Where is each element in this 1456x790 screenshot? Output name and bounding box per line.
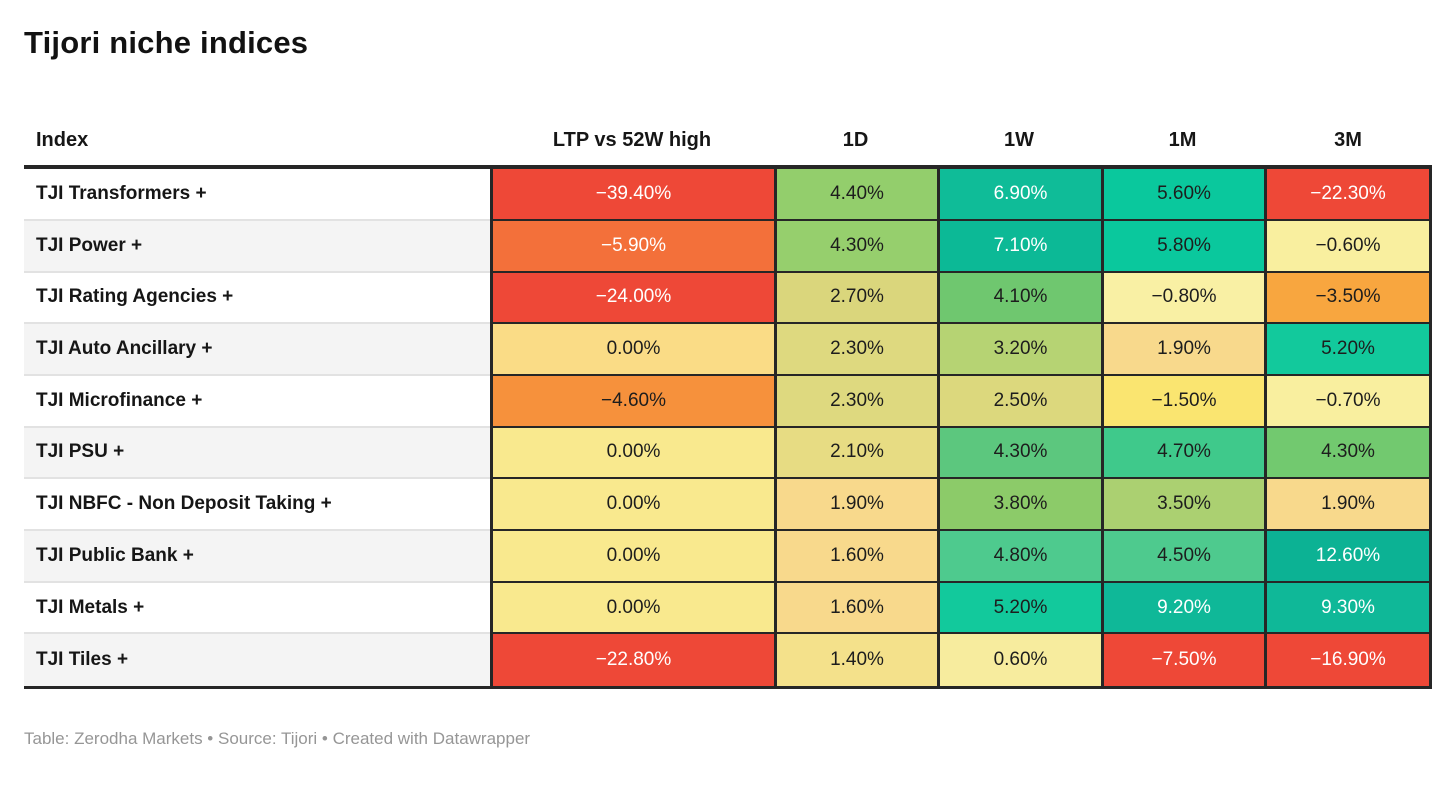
column-header-ltp-52w-high: LTP vs 52W high xyxy=(552,129,712,152)
value-cell: −39.40% xyxy=(490,169,774,221)
value-cell: 5.60% xyxy=(1101,169,1264,221)
value-cell: 1.60% xyxy=(774,582,937,635)
value-cell: 5.20% xyxy=(1264,324,1432,376)
value-cell: 2.10% xyxy=(774,427,937,480)
index-name: TJI Transformers + xyxy=(24,169,490,221)
index-name: TJI Public Bank + xyxy=(24,531,490,583)
value-cell: −0.60% xyxy=(1264,220,1432,273)
table-row: TJI Transformers + −39.40% 4.40% 6.90% 5.60%… xyxy=(24,169,1432,221)
datawrapper-table-page: Tijori niche indices Index LTP vs 52W hi… xyxy=(0,24,1456,749)
value-cell: −16.90% xyxy=(1264,634,1432,687)
value-cell: 4.30% xyxy=(1264,427,1432,480)
value-cell: 0.00% xyxy=(490,479,774,531)
index-name: TJI Auto Ancillary + xyxy=(24,324,490,376)
value-cell: 12.60% xyxy=(1264,531,1432,583)
index-name: TJI NBFC - Non Deposit Taking + xyxy=(24,479,490,531)
value-cell: 4.30% xyxy=(937,427,1101,480)
value-cell: 1.90% xyxy=(774,479,937,531)
column-header-1w: 1W xyxy=(1004,129,1034,152)
value-cell: −5.90% xyxy=(490,220,774,273)
index-name: TJI Rating Agencies + xyxy=(24,272,490,325)
table-row: TJI NBFC - Non Deposit Taking +0.00% 1.90… xyxy=(24,479,1432,531)
value-cell: −4.60% xyxy=(490,375,774,428)
value-cell: 0.00% xyxy=(490,582,774,635)
value-cell: 4.50% xyxy=(1101,531,1264,583)
value-cell: 2.30% xyxy=(774,324,937,376)
table-row: TJI Public Bank +0.00% 1.60% 4.80% 4.50% 12.… xyxy=(24,531,1432,583)
table-row: TJI Microfinance + −4.60% 2.30% 2.50% −1.50%… xyxy=(24,375,1432,428)
value-cell: −22.30% xyxy=(1264,169,1432,221)
value-cell: −1.50% xyxy=(1101,375,1264,428)
column-header-1m: 1M xyxy=(1168,129,1197,152)
table-row: TJI Metals +0.00% 1.60% 5.20% 9.20% 9.30% xyxy=(24,582,1432,635)
index-name: TJI PSU + xyxy=(24,427,490,480)
table-row: TJI Tiles + −22.80% 1.40% 0.60% −7.50% −16.90… xyxy=(24,634,1432,687)
index-name: TJI Tiles + xyxy=(24,634,490,687)
index-name: TJI Microfinance + xyxy=(24,375,490,428)
index-name: TJI Metals + xyxy=(24,582,490,635)
table-header-row: Index LTP vs 52W high 1D 1W 1M 3M xyxy=(24,111,1432,165)
value-cell: 7.10% xyxy=(937,220,1101,273)
value-cell: 9.30% xyxy=(1264,582,1432,635)
table-row: TJI Auto Ancillary +0.00% 2.30% 3.20% 1.90%… xyxy=(24,324,1432,376)
value-cell: 1.60% xyxy=(774,531,937,583)
value-cell: 5.20% xyxy=(937,582,1101,635)
value-cell: 1.90% xyxy=(1101,324,1264,376)
value-cell: −3.50% xyxy=(1264,272,1432,325)
value-cell: 0.00% xyxy=(490,324,774,376)
table-body: TJI Transformers + −39.40% 4.40% 6.90% 5.60%… xyxy=(24,165,1432,690)
value-cell: 3.20% xyxy=(937,324,1101,376)
value-cell: 2.50% xyxy=(937,375,1101,428)
value-cell: 1.90% xyxy=(1264,479,1432,531)
page-title: Tijori niche indices xyxy=(24,25,309,60)
column-header-1d: 1D xyxy=(842,129,869,152)
value-cell: 1.40% xyxy=(774,634,937,687)
value-cell: 4.10% xyxy=(937,272,1101,325)
value-cell: 3.50% xyxy=(1101,479,1264,531)
value-cell: −22.80% xyxy=(490,634,774,687)
value-cell: 4.30% xyxy=(774,220,937,273)
value-cell: 0.60% xyxy=(937,634,1101,687)
column-header-index: Index xyxy=(36,129,89,152)
value-cell: −0.80% xyxy=(1101,272,1264,325)
value-cell: −24.00% xyxy=(490,272,774,325)
table-attribution: Table: Zerodha Markets • Source: Tijori … xyxy=(24,729,531,749)
table-row: TJI PSU +0.00% 2.10% 4.30% 4.70% 4.30% xyxy=(24,427,1432,480)
value-cell: 4.70% xyxy=(1101,427,1264,480)
value-cell: 6.90% xyxy=(937,169,1101,221)
value-cell: −7.50% xyxy=(1101,634,1264,687)
value-cell: 5.80% xyxy=(1101,220,1264,273)
value-cell: 0.00% xyxy=(490,531,774,583)
value-cell: 4.40% xyxy=(774,169,937,221)
index-name: TJI Power + xyxy=(24,220,490,273)
value-cell: 4.80% xyxy=(937,531,1101,583)
value-cell: 0.00% xyxy=(490,427,774,480)
value-cell: 2.70% xyxy=(774,272,937,325)
indices-table: Index LTP vs 52W high 1D 1W 1M 3M TJI Tr… xyxy=(24,111,1432,690)
value-cell: −0.70% xyxy=(1264,375,1432,428)
column-header-3m: 3M xyxy=(1334,129,1362,152)
value-cell: 2.30% xyxy=(774,375,937,428)
table-row: TJI Power + −5.90% 4.30% 7.10% 5.80% −0.60% xyxy=(24,220,1432,273)
table-row: TJI Rating Agencies + −24.00% 2.70% 4.10% −0… xyxy=(24,272,1432,325)
value-cell: 9.20% xyxy=(1101,582,1264,635)
value-cell: 3.80% xyxy=(937,479,1101,531)
